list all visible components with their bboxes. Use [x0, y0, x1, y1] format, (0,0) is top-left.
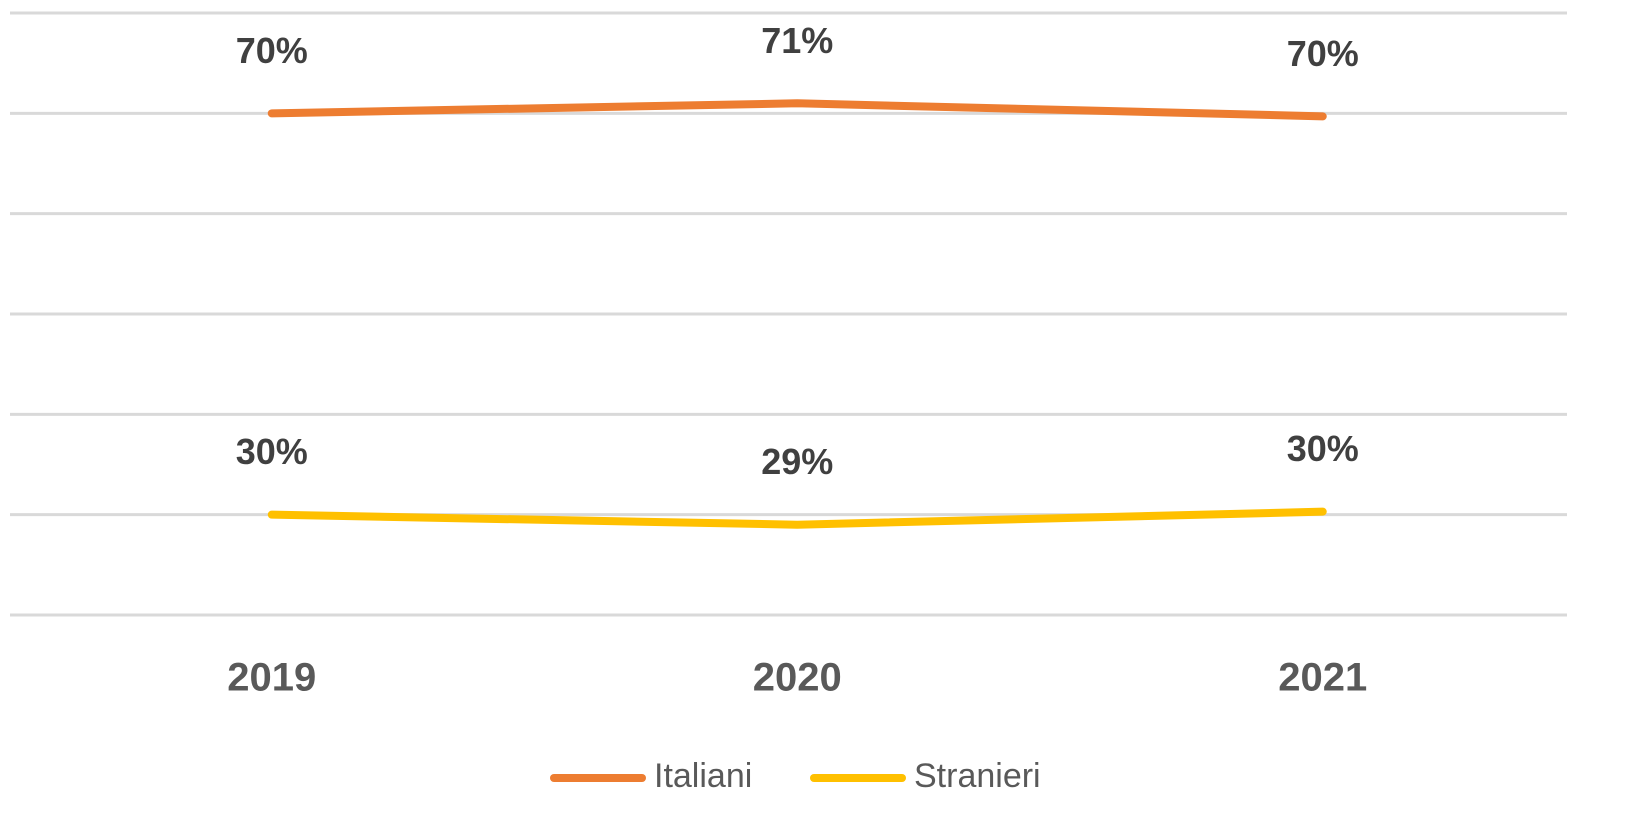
legend-label: Italiani	[654, 757, 752, 795]
data-label: 70%	[1287, 33, 1359, 74]
x-tick-label: 2019	[227, 656, 316, 700]
data-label: 30%	[1287, 428, 1359, 469]
x-tick-label: 2020	[753, 656, 842, 700]
legend-label: Stranieri	[914, 757, 1041, 795]
line-series	[267, 507, 1327, 529]
x-tick-label: 2021	[1278, 656, 1367, 700]
data-label: 29%	[761, 441, 833, 482]
data-label: 70%	[236, 30, 308, 71]
line-series	[267, 99, 1327, 121]
data-label: 30%	[236, 431, 308, 472]
data-label: 71%	[761, 20, 833, 61]
